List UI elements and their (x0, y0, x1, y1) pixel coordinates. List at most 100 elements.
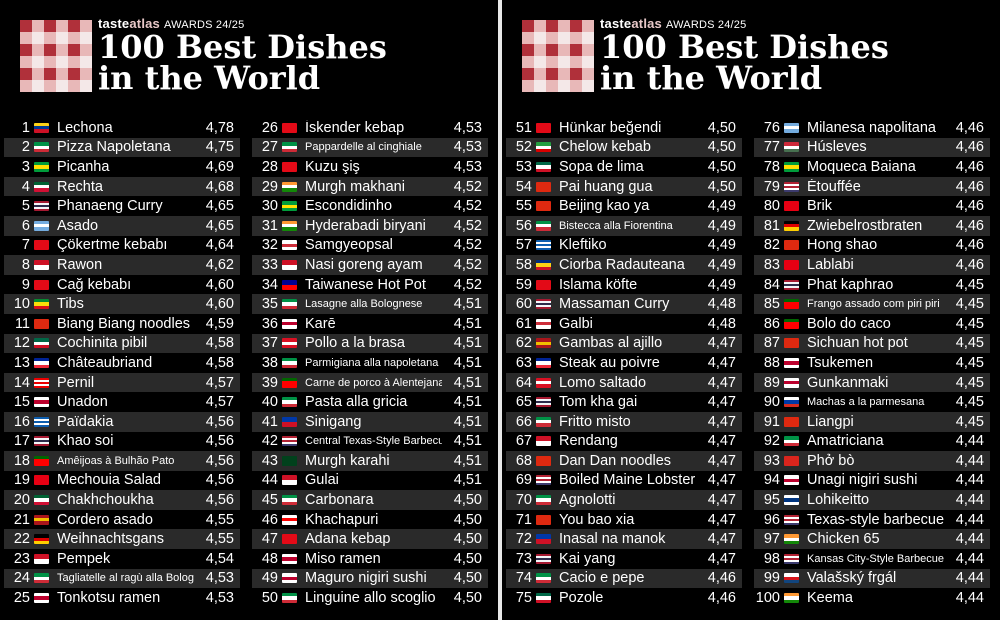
dish-rank: 12 (13, 335, 30, 352)
dish-name: Beijing kao ya (559, 198, 650, 215)
dish-name: Texas-style barbecue (807, 511, 944, 528)
dish-row: 56 Bistecca alla Fiorentina 4,49 (506, 215, 742, 236)
dish-name: Unadon (57, 394, 108, 411)
dish-name: Agnolotti (559, 492, 616, 509)
dish-score: 4,50 (707, 178, 736, 195)
dish-row: 7 Çökertme kebabı 4,64 (4, 236, 240, 256)
country-flag-icon (34, 475, 49, 486)
dish-name: Fritto misto (559, 413, 631, 430)
dish-name: Kuzu şiş (305, 158, 360, 175)
dish-name: Picanha (57, 158, 110, 175)
country-flag-icon (536, 220, 551, 231)
country-flag-icon (784, 593, 799, 604)
dish-row: 80 Brik 4,46 (754, 196, 990, 216)
dish-row: 75 Pozole 4,46 (506, 588, 742, 608)
dish-rank: 4 (21, 178, 30, 195)
dish-row: 67 Rendang 4,47 (506, 432, 742, 452)
dish-row: 1 Lechona 4,78 (4, 118, 240, 138)
dish-rank: 36 (261, 315, 278, 332)
dish-rank: 97 (763, 531, 780, 548)
dish-score: 4,57 (205, 394, 234, 411)
dish-name: Cacio e pepe (559, 570, 645, 587)
dish-rank: 19 (13, 472, 30, 489)
country-flag-icon (784, 161, 799, 172)
dish-row: 62 Gambas al ajillo 4,47 (506, 333, 742, 354)
dish-name: Escondidinho (305, 198, 393, 215)
country-flag-icon (784, 279, 799, 290)
dish-name: Islama köfte (559, 276, 638, 293)
tablecloth-logo (522, 20, 594, 92)
dish-rank: 72 (515, 531, 532, 548)
country-flag-icon (282, 220, 297, 231)
dish-rank: 86 (763, 315, 780, 332)
dish-row: 47 Adana kebap 4,50 (252, 529, 488, 550)
dish-row: 13 Châteaubriand 4,58 (4, 353, 240, 373)
dish-rank: 68 (515, 452, 532, 469)
dish-score: 4,47 (707, 452, 736, 469)
dish-row: 97 Chicken 65 4,44 (754, 529, 990, 550)
country-flag-icon (34, 142, 49, 153)
dish-rank: 51 (515, 119, 532, 136)
dish-rank: 93 (763, 452, 780, 469)
title-line-2: in the World (98, 59, 321, 97)
dish-rank: 46 (261, 511, 278, 528)
dish-name: Kansas City-Style Barbecue (807, 552, 944, 565)
dish-row: 6 Asado 4,65 (4, 215, 240, 236)
country-flag-icon (536, 259, 551, 270)
country-flag-icon (536, 122, 551, 133)
country-flag-icon (784, 220, 799, 231)
dish-score: 4,47 (707, 492, 736, 509)
country-flag-icon (282, 593, 297, 604)
dish-score: 4,46 (955, 217, 984, 234)
country-flag-icon (34, 220, 49, 231)
dish-name: Murgh karahi (305, 452, 390, 469)
dish-row: 22 Weihnachtsgans 4,55 (4, 529, 240, 550)
dish-name: Lechona (57, 119, 113, 136)
dish-rank: 94 (763, 472, 780, 489)
country-flag-icon (784, 318, 799, 329)
dish-row: 24 Tagliatelle al ragù alla Bolognese 4,53 (4, 568, 240, 589)
dish-score: 4,46 (955, 139, 984, 156)
dish-row: 15 Unadon 4,57 (4, 392, 240, 412)
dish-rank: 35 (261, 296, 278, 313)
dish-name: Phat kaphrao (807, 276, 894, 293)
dish-score: 4,44 (955, 570, 984, 587)
dish-name: Chelow kebab (559, 139, 651, 156)
country-flag-icon (784, 475, 799, 486)
dish-score: 4,50 (453, 590, 482, 607)
dish-rank: 31 (261, 217, 278, 234)
page-title: 100 Best Dishes in the World (600, 31, 889, 94)
dish-row: 87 Sichuan hot pot 4,45 (754, 333, 990, 354)
dish-name: You bao xia (559, 511, 635, 528)
dish-name: Pozole (559, 590, 604, 607)
dish-score: 4,51 (453, 452, 482, 469)
dish-name: Pollo a la brasa (305, 335, 405, 352)
dish-rank: 98 (763, 550, 780, 567)
dish-score: 4,51 (453, 374, 482, 391)
dish-name: İskender kebap (305, 119, 405, 136)
dish-row: 29 Murgh makhani 4,52 (252, 176, 488, 197)
dish-rank: 7 (21, 237, 30, 254)
dish-score: 4,52 (453, 276, 482, 293)
dish-rank: 88 (763, 354, 780, 371)
dish-name: Pappardelle al cinghiale (305, 141, 422, 154)
dish-row: 21 Cordero asado 4,55 (4, 510, 240, 530)
right-panel: tasteatlas AWARDS 24/25 100 Best Dishes i… (502, 0, 1000, 620)
country-flag-icon (34, 318, 49, 329)
dish-name: Khachapuri (305, 511, 379, 528)
dish-rank: 18 (13, 452, 30, 469)
dish-row: 38 Parmigiana alla napoletana 4,51 (252, 353, 488, 373)
dish-rank: 59 (515, 276, 532, 293)
country-flag-icon (536, 553, 551, 564)
dish-row: 14 Pernil 4,57 (4, 372, 240, 393)
dish-row: 44 Gulai 4,51 (252, 471, 488, 491)
dish-row: 49 Maguro nigiri sushi 4,50 (252, 568, 488, 589)
dish-name: Mechouia Salad (57, 472, 161, 489)
dish-score: 4,50 (707, 158, 736, 175)
dish-score: 4,78 (205, 119, 234, 136)
dish-score: 4,47 (707, 433, 736, 450)
dish-row: 35 Lasagne alla Bolognese 4,51 (252, 294, 488, 314)
country-flag-icon (536, 475, 551, 486)
dish-rank: 29 (261, 178, 278, 195)
dish-score: 4,51 (453, 394, 482, 411)
